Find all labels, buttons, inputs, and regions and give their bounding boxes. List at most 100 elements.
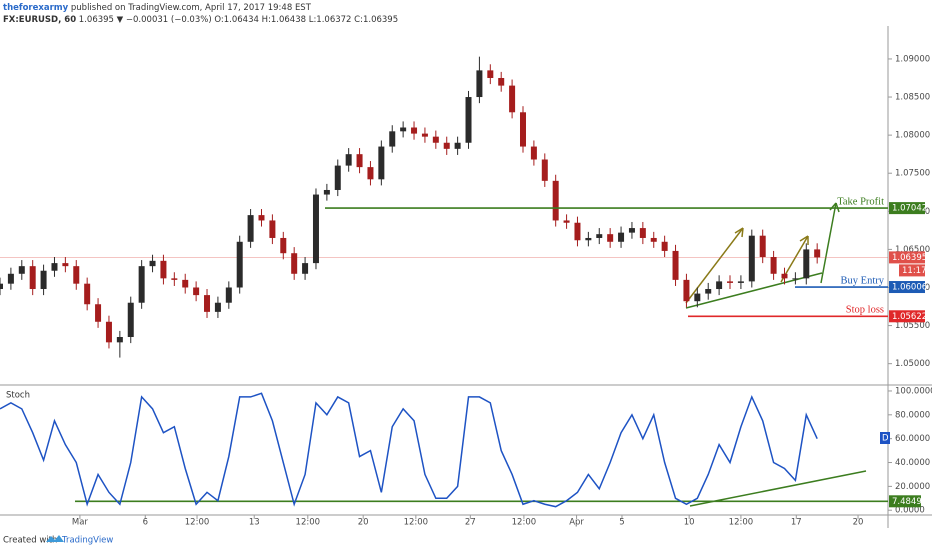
candle-body	[607, 234, 614, 242]
price: 1.06395 ▼ −0.00031 (−0.03%)	[76, 15, 212, 25]
footer-brand: TradingView	[61, 536, 113, 546]
x-tick-label: 12:00	[404, 518, 429, 528]
candle-body	[541, 159, 548, 181]
candle-body	[596, 234, 603, 238]
candle-body	[95, 304, 102, 322]
candle-body	[727, 281, 734, 283]
candle-body	[519, 112, 526, 147]
level-tag	[889, 495, 921, 508]
candle-body	[105, 321, 112, 343]
y-tick-label: 80.0000	[895, 410, 930, 420]
level-label: 1.06006	[892, 283, 927, 293]
marker-label: D	[882, 434, 889, 444]
y-tick-label: 40.0000	[895, 458, 930, 468]
level-tag	[889, 281, 925, 294]
candle-body	[639, 228, 646, 238]
candle-body	[18, 266, 25, 274]
candle-body	[487, 70, 494, 78]
y-tick-label: 1.08000	[895, 131, 930, 141]
arrow-head	[734, 227, 744, 238]
candle-body	[214, 302, 221, 312]
candle-body	[661, 241, 668, 251]
candle-body	[618, 232, 625, 242]
level-label: 7.4849	[892, 497, 922, 507]
candle-body	[411, 127, 418, 134]
x-tick-label: 20	[853, 518, 864, 528]
y-tick-label: 1.06500	[895, 245, 930, 255]
y-tick-label: 100.0000	[895, 386, 932, 396]
candle-body	[225, 287, 232, 303]
candle-body	[400, 127, 407, 132]
x-tick-label: 12:00	[296, 518, 321, 528]
candle-body	[803, 249, 810, 279]
candle-body	[509, 85, 516, 113]
published: published on TradingView.com, April 17, …	[68, 3, 312, 13]
candle-body	[302, 263, 309, 274]
level-label: 1.05622	[892, 312, 927, 322]
candle-body	[51, 263, 58, 271]
candle-body	[127, 302, 134, 338]
footer-created: Created with	[3, 536, 57, 546]
candle-body	[356, 154, 363, 168]
candle-body	[574, 222, 581, 241]
header-symbol: FX:EURUSD, 60 1.06395 ▼ −0.00031 (−0.03%…	[3, 15, 398, 25]
candle-body	[269, 220, 276, 238]
candle-body	[432, 136, 439, 143]
candle-body	[291, 253, 298, 274]
candle-body	[0, 283, 3, 290]
level-label: 1.07042	[892, 204, 927, 214]
candle-body	[149, 260, 156, 267]
x-tick-label: 12:00	[512, 518, 537, 528]
y-tick-label: 1.09000	[895, 54, 930, 64]
header-publish: theforexarmy published on TradingView.co…	[3, 3, 312, 13]
candle-body	[781, 273, 788, 279]
countdown: 11:17	[902, 266, 927, 276]
candle-body	[498, 77, 505, 86]
candle-body	[770, 257, 777, 274]
candle-body	[737, 281, 744, 283]
x-tick-label: Apr	[569, 518, 584, 528]
logo	[46, 535, 64, 542]
candle-body	[748, 235, 755, 282]
candle-body	[716, 281, 723, 290]
ohlc: O:1.06434 H:1.06438 L:1.06372 C:1.06395	[212, 15, 398, 25]
x-tick-label: 10	[684, 518, 695, 528]
candle-body	[443, 142, 450, 149]
candle-body	[323, 189, 330, 195]
x-tick-label: 27	[465, 518, 476, 528]
level-tag	[889, 202, 925, 215]
candle-body	[378, 146, 385, 180]
candle-body	[563, 220, 570, 223]
y-tick-label: 1.05000	[895, 359, 930, 369]
candle-body	[160, 260, 167, 279]
level-name: Take Profit	[837, 197, 884, 208]
x-tick-label: 13	[249, 518, 260, 528]
x-tick-label: 6	[143, 518, 148, 528]
candle-body	[334, 165, 341, 190]
candle-body	[814, 249, 821, 258]
arrow	[820, 202, 837, 284]
x-tick-label: 12:00	[185, 518, 210, 528]
candle-body	[171, 278, 178, 280]
stoch-line	[0, 392, 818, 508]
candle-body	[530, 146, 537, 160]
stoch-trendline	[689, 470, 867, 507]
candle-body	[672, 250, 679, 280]
candle-body	[694, 293, 701, 302]
candle-body	[705, 289, 712, 294]
candle-body	[792, 278, 799, 280]
candle-body	[247, 215, 254, 242]
publisher: theforexarmy	[3, 3, 69, 13]
candle-body	[465, 97, 472, 143]
level-tag	[889, 310, 925, 323]
candle-body	[236, 241, 243, 288]
arrow	[685, 227, 744, 304]
candle-body	[759, 235, 766, 258]
level-name: Buy Entry	[841, 275, 885, 286]
x-tick-label: 12:00	[729, 518, 754, 528]
candle-body	[84, 283, 91, 305]
arrow-head	[799, 235, 809, 245]
trendline	[685, 272, 823, 309]
y-tick-label: 60.0000	[895, 434, 930, 444]
countdown-tag	[899, 264, 925, 277]
